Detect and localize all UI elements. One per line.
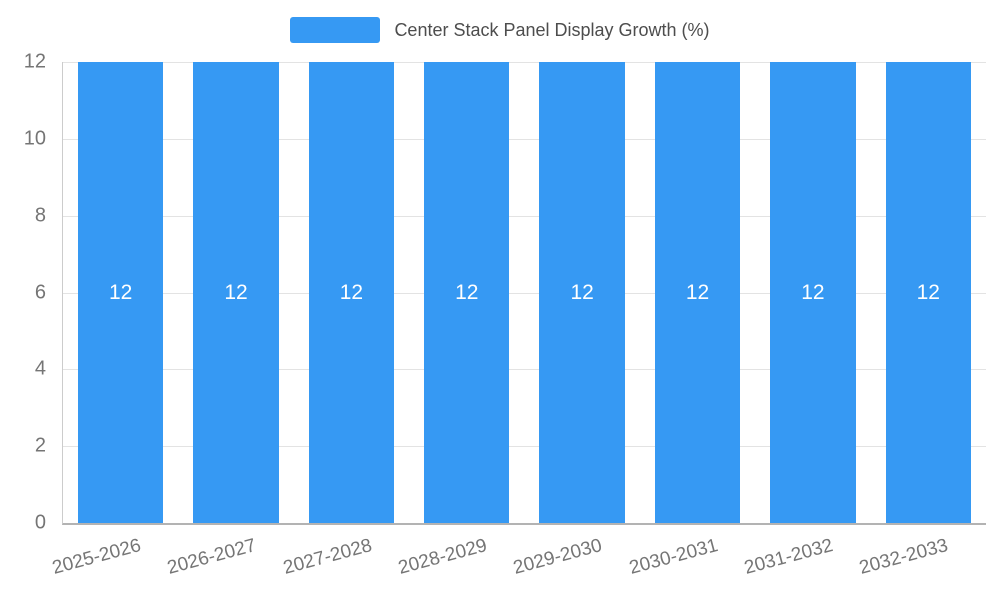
legend: Center Stack Panel Display Growth (%) [0, 14, 1000, 46]
x-tick-label: 2028-2029 [396, 535, 490, 579]
gridline [63, 62, 986, 63]
bar-value-label: 12 [108, 280, 133, 304]
gridline [63, 369, 986, 371]
bar-value-label: 12 [801, 280, 825, 304]
y-tick-label: 6 [34, 281, 46, 303]
bar: 12 [885, 62, 971, 523]
bar-value-label: 12 [455, 280, 479, 304]
y-tick-label: 8 [34, 204, 46, 227]
gridline [63, 446, 986, 448]
bar-value-label: 12 [685, 280, 710, 304]
bar-value-label: 12 [339, 280, 364, 304]
gridline [63, 215, 986, 217]
x-tick-label: 2031-2032 [742, 535, 836, 579]
x-tick-label: 2032-2033 [857, 535, 951, 579]
legend-swatch [290, 17, 381, 43]
y-tick-label: 0 [34, 511, 46, 534]
gridline [63, 138, 986, 140]
bar: 12 [770, 62, 856, 523]
x-tick-label: 2030-2031 [626, 535, 720, 579]
bar: 12 [193, 62, 279, 523]
gridline [63, 292, 986, 294]
bar-value-label: 12 [570, 280, 594, 304]
chart-title: Center Stack Panel Display Growth (%) [394, 19, 710, 40]
x-tick-label: 2026-2027 [165, 535, 259, 579]
bar-value-label: 12 [224, 280, 248, 304]
x-tick-label: 2027-2028 [280, 535, 374, 579]
bar: 12 [539, 62, 625, 523]
y-tick-label: 2 [34, 434, 46, 457]
y-tick-label: 4 [34, 357, 46, 380]
bar-value-label: 12 [916, 280, 940, 304]
bar: 12 [77, 62, 164, 523]
plot-area: 12 12 12 12 12 12 12 12 [62, 62, 986, 525]
x-axis: 2025-2026 2026-2027 2027-2028 2028-2029 2029… [50, 525, 985, 600]
x-tick-label: 2029-2030 [511, 535, 605, 579]
x-tick-label: 2025-2026 [49, 535, 144, 579]
y-axis: 0 2 4 6 8 10 12 [0, 51, 54, 534]
bar: 12 [308, 62, 395, 523]
bar: 12 [424, 62, 510, 523]
y-tick-label: 10 [23, 127, 46, 150]
y-tick-label: 12 [23, 50, 46, 73]
bar: 12 [654, 62, 741, 523]
